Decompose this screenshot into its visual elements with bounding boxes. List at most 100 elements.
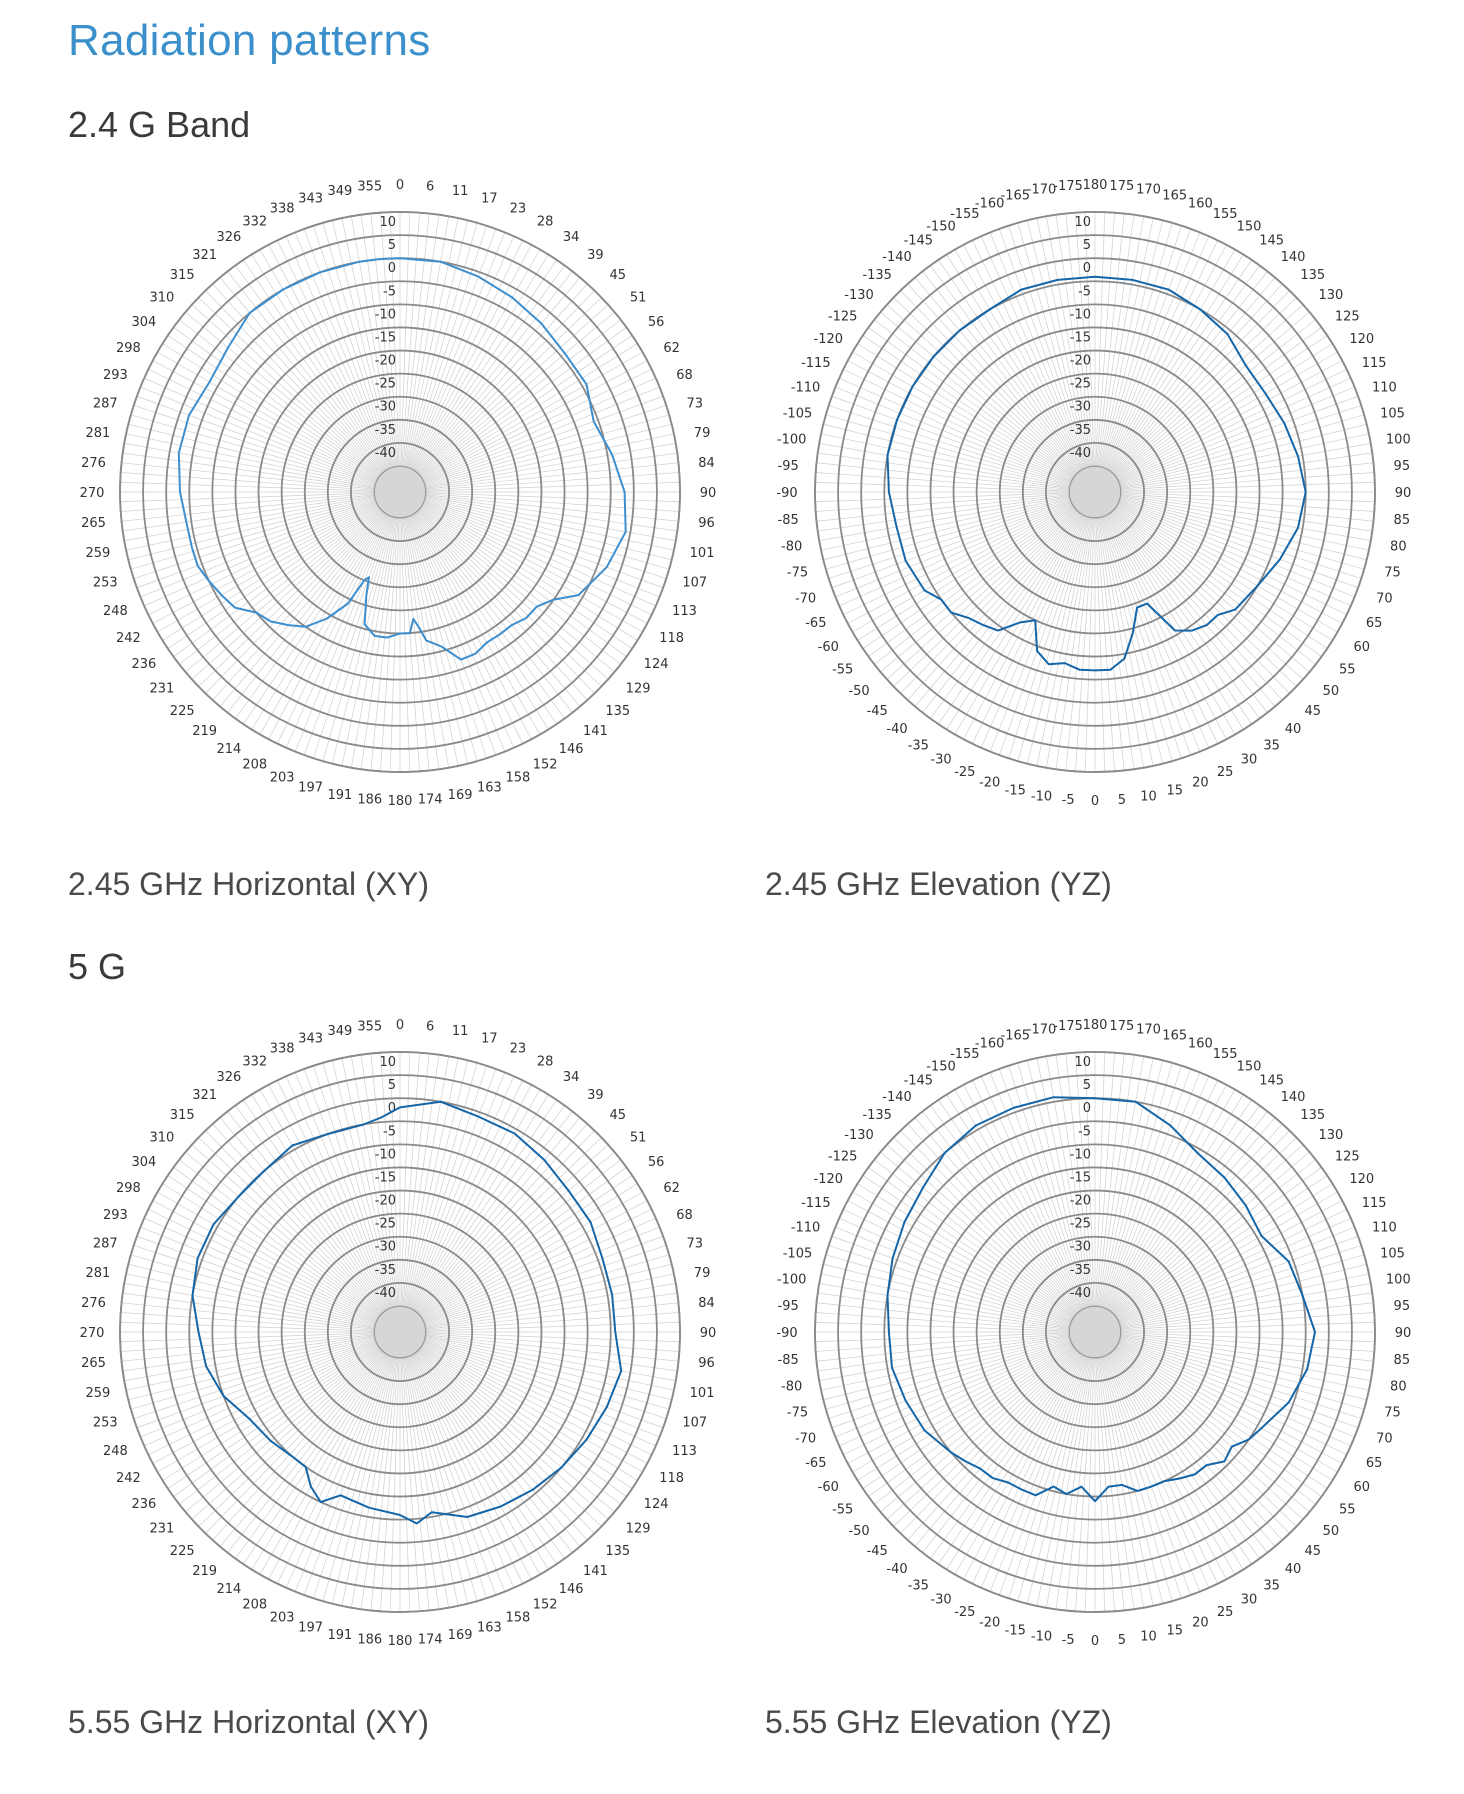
spoke xyxy=(243,259,386,471)
spoke xyxy=(406,1062,478,1308)
spoke xyxy=(1106,240,1219,469)
spoke xyxy=(212,1123,383,1313)
angle-tick-label: 259 xyxy=(86,1386,111,1401)
spoke xyxy=(380,1357,399,1612)
spoke xyxy=(971,515,1084,744)
spoke xyxy=(425,1334,679,1362)
spoke xyxy=(1075,1052,1094,1307)
spoke xyxy=(415,512,573,713)
polar-chart-2-45-horizontal: -40 -35 -30 -25 -20 -15 -10 -5 0 5 10 0 6 11 17 23 28 34 3… xyxy=(80,160,720,820)
spoke xyxy=(410,236,515,469)
angle-tick-label: 107 xyxy=(682,1415,707,1430)
spoke xyxy=(880,311,1076,476)
angle-tick-label: 113 xyxy=(672,604,697,619)
angle-tick-label: 124 xyxy=(644,657,669,672)
spoke xyxy=(423,1341,660,1438)
spoke xyxy=(1120,1336,1371,1381)
spoke xyxy=(1120,1337,1369,1391)
spoke xyxy=(1115,507,1316,665)
spoke xyxy=(424,1254,670,1326)
angle-tick-label: 5 xyxy=(1118,793,1126,808)
ring-tick-label: 10 xyxy=(1074,215,1091,230)
spoke xyxy=(1096,1357,1115,1612)
spoke xyxy=(1036,517,1090,766)
spoke xyxy=(401,212,420,467)
spoke xyxy=(1119,1340,1359,1429)
spoke xyxy=(425,495,678,532)
angle-tick-label: 25 xyxy=(1217,1605,1234,1620)
angle-tick-label: 293 xyxy=(103,1208,128,1223)
spoke xyxy=(1102,1356,1182,1599)
angle-tick-label: -105 xyxy=(783,1246,813,1261)
spoke xyxy=(140,501,377,598)
spoke xyxy=(1119,395,1359,484)
spoke xyxy=(268,514,389,740)
spoke xyxy=(122,1335,375,1372)
spoke xyxy=(1103,228,1192,468)
angle-tick-label: 51 xyxy=(630,291,647,306)
angle-tick-label: -100 xyxy=(777,433,807,448)
spoke xyxy=(423,368,652,481)
spoke xyxy=(1100,1058,1154,1307)
spoke xyxy=(425,1332,680,1343)
ring-tick-label: -15 xyxy=(375,330,396,345)
spoke xyxy=(409,1072,506,1309)
angle-tick-label: 124 xyxy=(644,1497,669,1512)
spoke xyxy=(1119,1245,1362,1325)
angle-tick-label: 35 xyxy=(1263,738,1280,753)
angle-tick-label: 100 xyxy=(1386,433,1411,448)
spoke xyxy=(816,1302,1070,1330)
spoke xyxy=(1115,1347,1316,1505)
ring-tick-label: -20 xyxy=(1070,354,1091,369)
spoke xyxy=(874,1347,1075,1505)
spoke xyxy=(133,1339,376,1419)
spoke xyxy=(998,1356,1087,1596)
spoke xyxy=(914,1117,1079,1313)
spoke xyxy=(411,1354,532,1580)
spoke xyxy=(331,517,395,764)
spoke xyxy=(313,225,393,468)
angle-tick-label: 65 xyxy=(1366,1456,1383,1471)
spoke xyxy=(235,1352,386,1559)
spoke xyxy=(1114,1144,1304,1315)
angle-tick-label: 298 xyxy=(116,341,141,356)
angle-tick-label: 10 xyxy=(1140,789,1157,804)
spoke xyxy=(989,232,1086,469)
spoke xyxy=(1084,212,1095,467)
spoke xyxy=(185,1151,381,1316)
spoke xyxy=(1120,494,1374,522)
spoke xyxy=(1116,1345,1333,1481)
spoke xyxy=(405,220,469,467)
spoke xyxy=(1114,508,1310,673)
spoke xyxy=(424,1235,664,1324)
angle-tick-label: 152 xyxy=(533,758,558,773)
angle-tick-label: 242 xyxy=(116,1471,141,1486)
spoke xyxy=(351,517,396,768)
angle-tick-label: 90 xyxy=(700,486,717,501)
spoke xyxy=(341,517,395,766)
spoke xyxy=(415,1352,573,1553)
spoke xyxy=(412,1089,541,1310)
spoke xyxy=(815,481,1070,492)
spoke xyxy=(425,1302,679,1330)
spoke xyxy=(1099,1056,1144,1307)
spoke xyxy=(416,1117,581,1313)
spoke xyxy=(243,513,386,725)
angle-tick-label: -80 xyxy=(781,1379,802,1394)
angle-tick-label: 326 xyxy=(216,230,241,245)
spoke xyxy=(1075,517,1094,772)
spoke xyxy=(389,1052,400,1307)
spoke xyxy=(839,502,1072,607)
spoke xyxy=(148,503,377,616)
spoke xyxy=(1120,492,1375,503)
spoke xyxy=(1118,503,1347,616)
spoke xyxy=(167,506,379,649)
spoke xyxy=(922,271,1080,472)
angle-tick-label: 50 xyxy=(1323,684,1340,699)
spoke xyxy=(408,516,497,756)
spoke xyxy=(120,1333,375,1352)
spoke xyxy=(351,1357,396,1608)
angle-tick-label: 45 xyxy=(610,268,627,283)
spoke xyxy=(409,515,506,752)
